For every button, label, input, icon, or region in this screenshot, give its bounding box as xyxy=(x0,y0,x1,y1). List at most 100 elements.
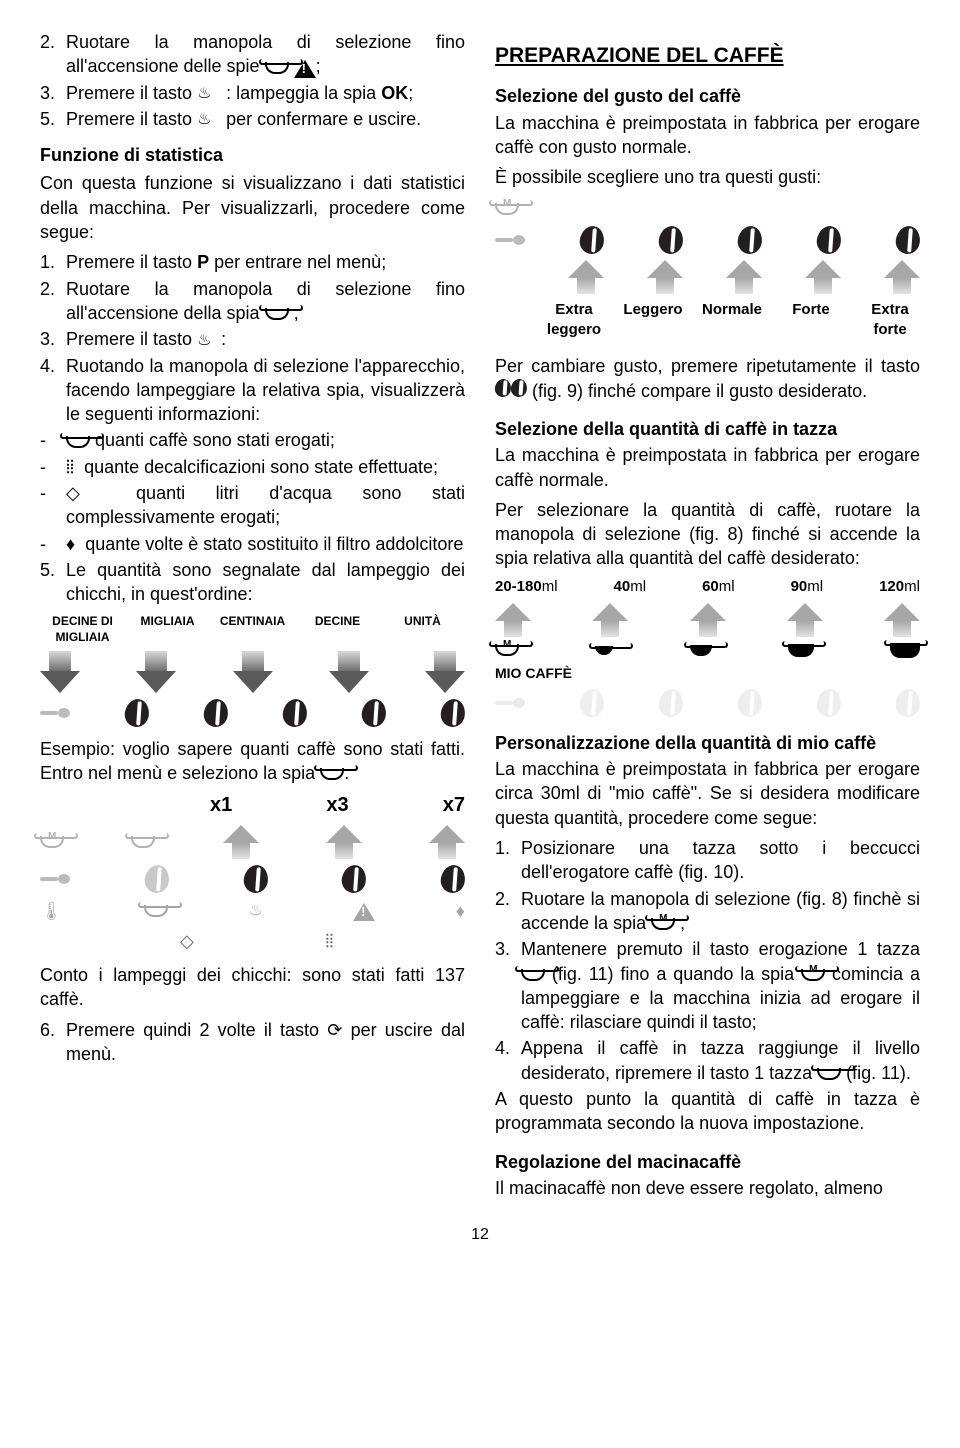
ml: ml xyxy=(630,578,646,595)
arrow-down-icon xyxy=(329,651,369,693)
arrow-up-icon xyxy=(647,260,683,294)
text: Premere il tasto xyxy=(66,83,192,103)
text: ; xyxy=(316,56,321,76)
filter-icon: ♦ xyxy=(66,534,75,554)
steam-icon: ♨ xyxy=(197,83,221,105)
cup-icon xyxy=(265,62,289,74)
cup-m-icon xyxy=(40,836,64,848)
bean-icon xyxy=(815,224,843,256)
x3-label: x3 xyxy=(326,792,348,819)
bean-icon xyxy=(439,697,467,729)
subheading: Personalizzazione della quantità di mio … xyxy=(495,731,920,755)
paragraph: A questo punto la quantità di caffè in t… xyxy=(495,1087,920,1136)
beans-row-2 xyxy=(40,865,465,893)
icons-row-2: ◇ ⦙⦙ xyxy=(40,929,465,953)
label: DECINE DI MIGLIAIA xyxy=(42,613,124,645)
text: (fig. 11) fino a quando la spia xyxy=(552,964,794,984)
list-item: 4. Appena il caffè in tazza raggiunge il… xyxy=(495,1036,920,1085)
bean-icon xyxy=(578,687,606,719)
cup-icon xyxy=(320,768,344,780)
bean-icon xyxy=(241,863,269,895)
p-key: P xyxy=(197,252,209,272)
text: Premere il tasto xyxy=(66,109,192,129)
bean-icon xyxy=(736,224,764,256)
arrow-up-icon xyxy=(805,260,841,294)
arrow-up-icon xyxy=(429,825,465,859)
beans-strength-row xyxy=(495,226,920,254)
labels-row: DECINE DI MIGLIAIA MIGLIAIA CENTINAIA DE… xyxy=(40,613,465,645)
strength-labels: Extra leggero Leggero Normale Forte Extr… xyxy=(495,300,920,341)
arrow-up-icon xyxy=(690,603,726,637)
list-item: 1. Posizionare una tazza sotto i beccucc… xyxy=(495,836,920,885)
arrow-up-icon xyxy=(787,603,823,637)
bean-icon xyxy=(657,687,685,719)
descale-icon: ⦙⦙ xyxy=(66,457,74,477)
cup-icon xyxy=(521,969,545,981)
list-item: 5. Le quantità sono segnalate dal lampeg… xyxy=(40,558,465,607)
ml: ml xyxy=(904,578,920,595)
paragraph: La macchina è preimpostata in fabbrica p… xyxy=(495,757,920,830)
arrow-down-icon xyxy=(425,651,465,693)
steam-icon: ♨ xyxy=(248,900,272,922)
ml: ml xyxy=(807,578,823,595)
arrow-down-icon xyxy=(40,651,80,693)
ml: ml xyxy=(719,578,735,595)
text: quanti litri d'acqua sono stati compless… xyxy=(66,483,465,527)
spoon-icon xyxy=(40,874,70,884)
arrow-up-icon xyxy=(726,260,762,294)
bean-icon xyxy=(123,697,151,729)
text: per entrare nel menù; xyxy=(214,252,386,272)
paragraph: Conto i lampeggi dei chicchi: sono stati… xyxy=(40,963,465,1012)
vol: 40 xyxy=(614,578,631,595)
arrows-row xyxy=(40,651,465,693)
ok-label: OK xyxy=(381,83,408,103)
cup-icon xyxy=(144,905,168,917)
bean-icon xyxy=(281,697,309,729)
list-item: 2. Ruotare la manopola di selezione (fig… xyxy=(495,887,920,936)
text: Ruotare la manopola di selezione fino al… xyxy=(66,32,465,76)
text: Premere il tasto xyxy=(66,329,192,349)
label: CENTINAIA xyxy=(212,613,294,645)
list-item: 5. Premere il tasto ♨ per confermare e u… xyxy=(40,107,465,131)
text: Mantenere premuto il tasto erogazione 1 … xyxy=(521,939,920,959)
text: ; xyxy=(408,83,413,103)
list-item: 4. Ruotando la manopola di selezione l'a… xyxy=(40,354,465,427)
text: (fig. 11). xyxy=(846,1063,911,1083)
list-item: 1. Premere il tasto P per entrare nel me… xyxy=(40,250,465,274)
paragraph: La macchina è preimpostata in fabbrica p… xyxy=(495,443,920,492)
arrow-down-icon xyxy=(233,651,273,693)
text: (fig. 9) finché compare il gusto desider… xyxy=(532,381,867,401)
cup-icon xyxy=(890,643,920,658)
vol: 20-180 xyxy=(495,578,542,595)
text: Premere il tasto xyxy=(66,252,192,272)
subheading: Selezione della quantità di caffè in taz… xyxy=(495,417,920,441)
text: : xyxy=(221,329,226,349)
text: : lampeggia la spia xyxy=(226,83,376,103)
bullet-item: - ⦙⦙ quante decalcificazioni sono state … xyxy=(40,455,465,479)
paragraph: Esempio: voglio sapere quanti caffè sono… xyxy=(40,737,465,786)
bean-icon xyxy=(894,687,922,719)
spoon-icon xyxy=(495,235,525,245)
right-column: PREPARAZIONE DEL CAFFÈ Selezione del gus… xyxy=(495,30,920,1206)
cup-icon xyxy=(788,644,814,657)
steam-icon: ♨ xyxy=(197,109,221,131)
beans-row xyxy=(40,699,465,727)
paragraph: Il macinacaffè non deve essere regolato,… xyxy=(495,1176,920,1200)
list-item: 6. Premere quindi 2 volte il tasto ⟳ per… xyxy=(40,1018,465,1067)
list-item: 3. Premere il tasto ♨: xyxy=(40,327,465,351)
cup-icon xyxy=(66,436,90,448)
arrow-up-icon xyxy=(568,260,604,294)
x7-label: x7 xyxy=(443,792,465,819)
cup-icon xyxy=(265,308,289,320)
cup-icon xyxy=(690,645,712,656)
text: quante volte è stato sostituito il filtr… xyxy=(85,534,463,554)
text: Esempio: voglio sapere quanti caffè sono… xyxy=(40,739,465,783)
arrow-up-icon xyxy=(884,260,920,294)
cup-icon xyxy=(131,836,155,848)
rinse-icon: ⟳ xyxy=(327,1020,342,1040)
text: quante decalcificazioni sono state effet… xyxy=(84,457,438,477)
label: Normale xyxy=(702,300,762,320)
steam-icon: ♨ xyxy=(197,330,221,352)
spoon-icon xyxy=(495,698,525,708)
cup-icon xyxy=(595,646,613,655)
